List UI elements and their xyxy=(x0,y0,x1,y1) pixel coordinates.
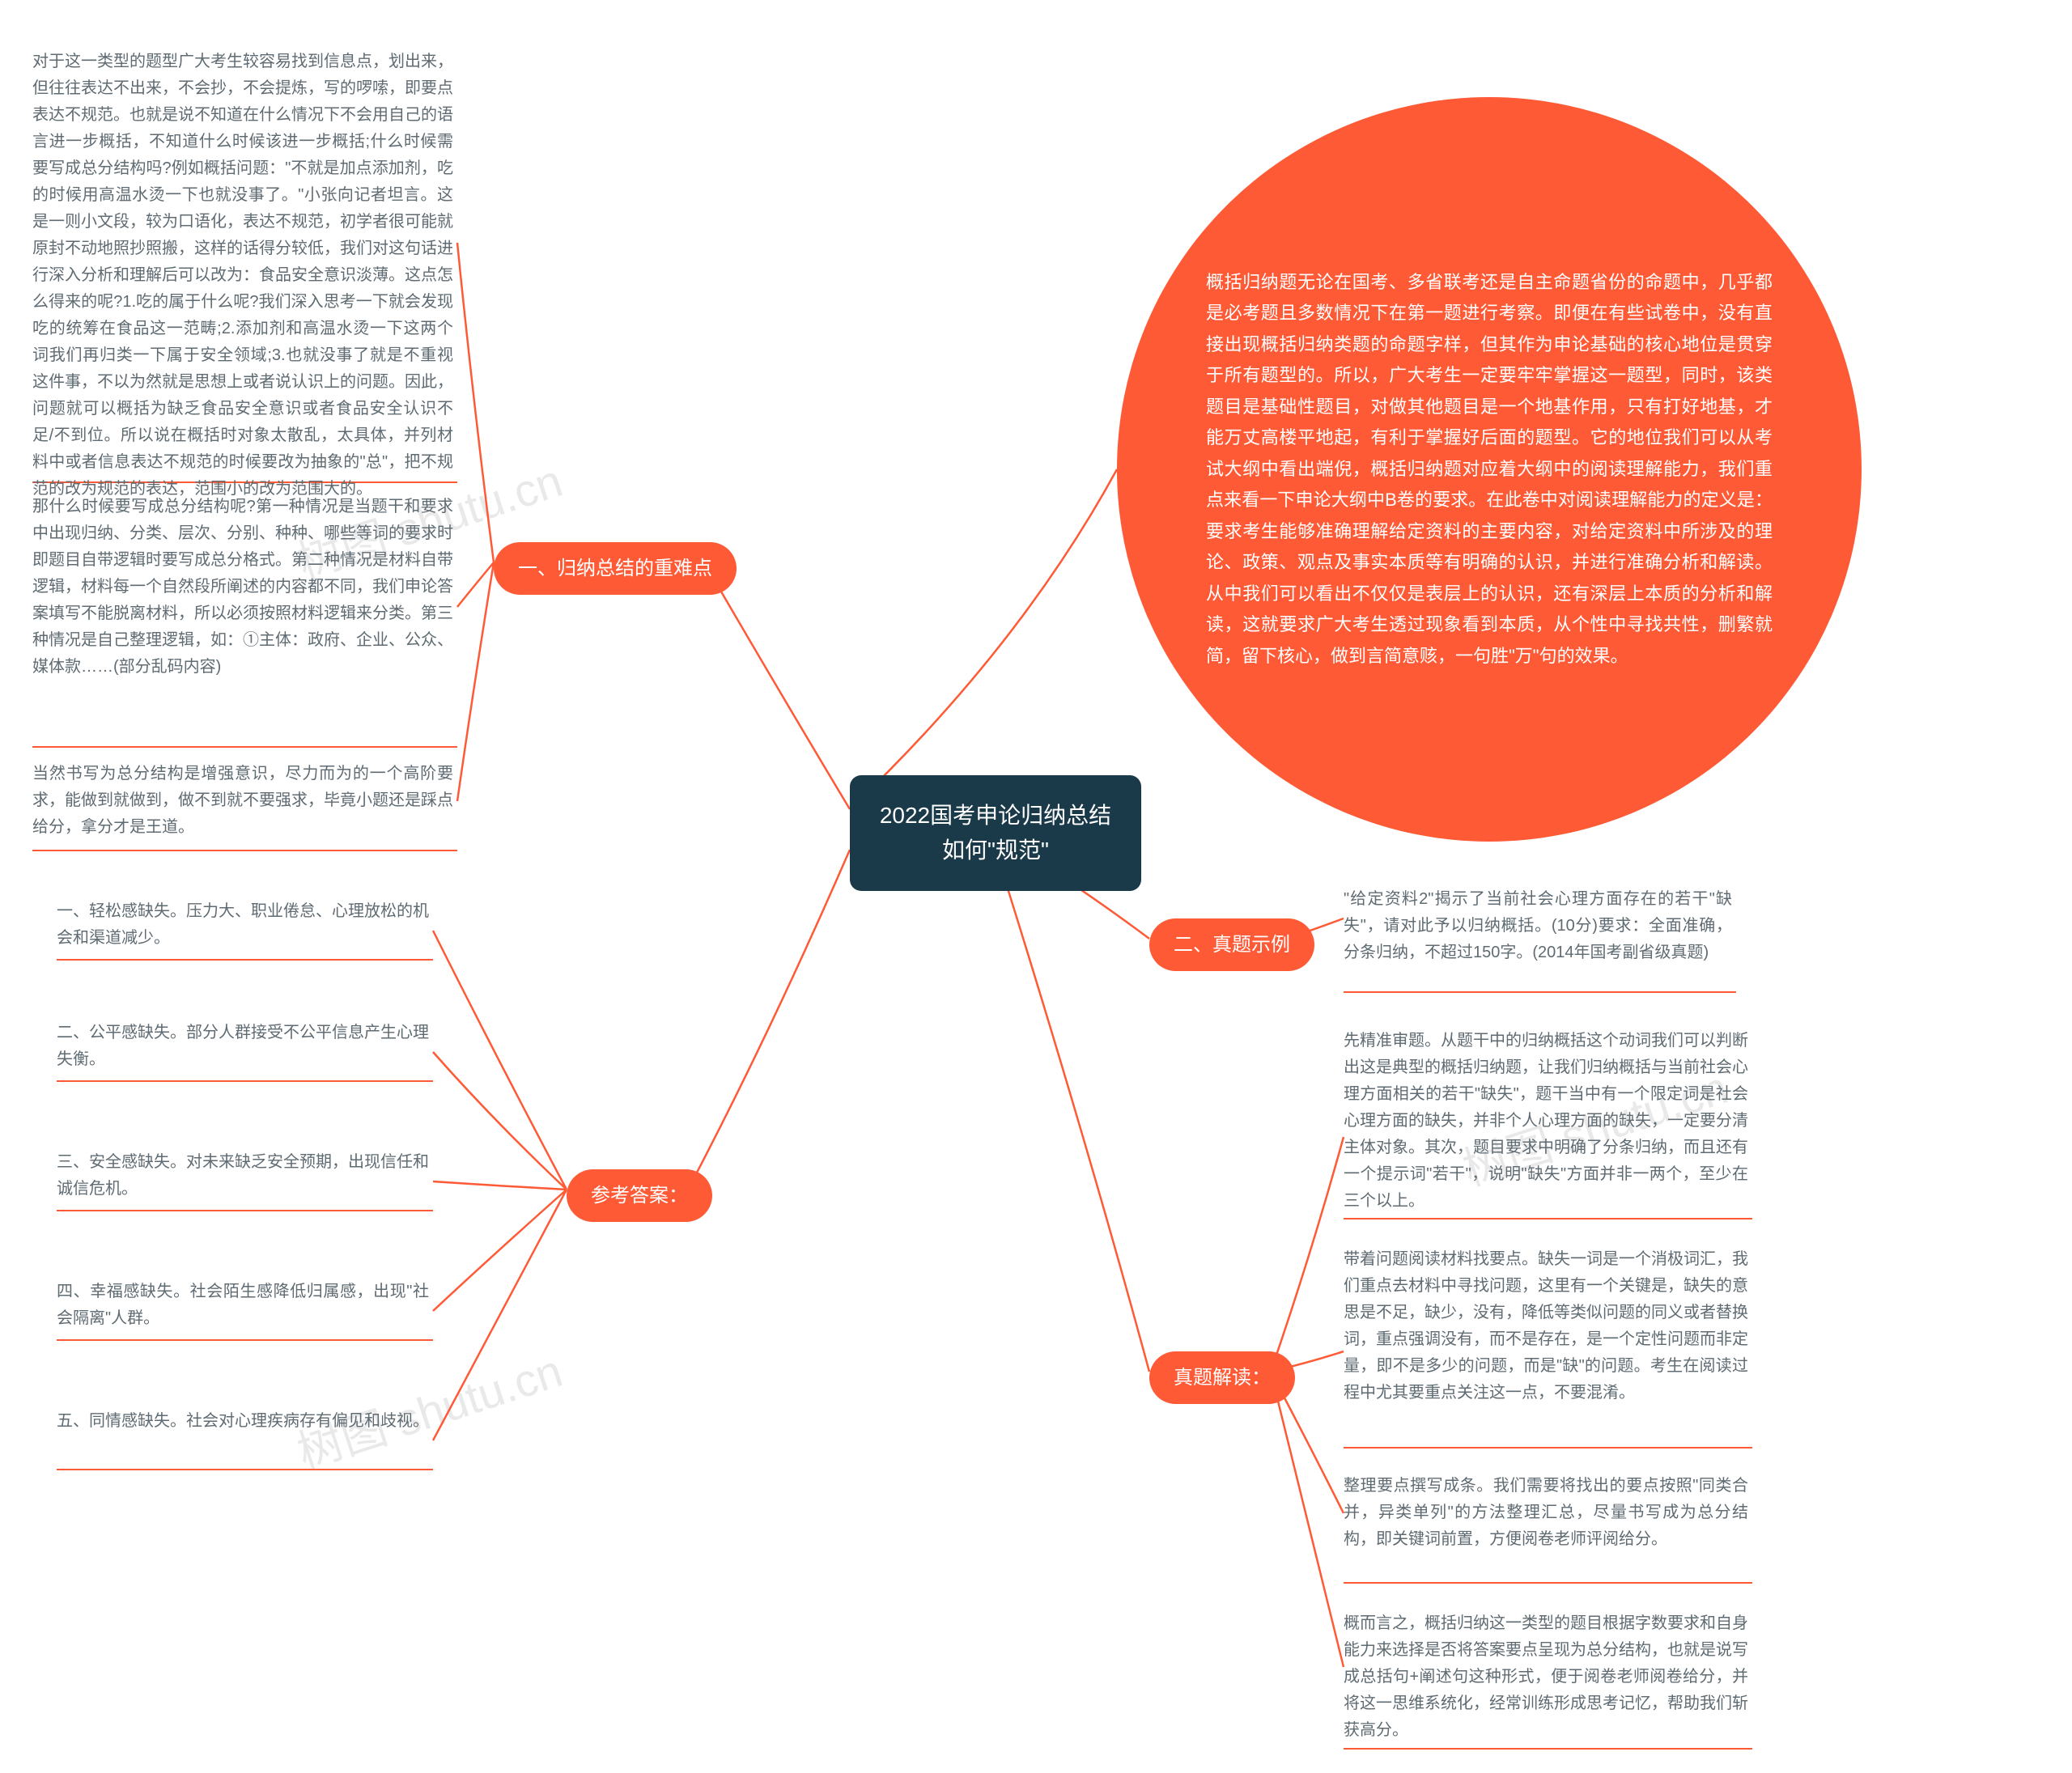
leaf-underline xyxy=(57,1339,433,1341)
center-node[interactable]: 2022国考申论归纳总结如何"规范" xyxy=(850,775,1141,891)
bigcircle-text: 概括归纳题无论在国考、多省联考还是自主命题省份的命题中，几乎都是必考题且多数情况… xyxy=(1206,267,1773,672)
branch-answers[interactable]: 参考答案： xyxy=(567,1169,712,1222)
leaf-diff-3: 当然书写为总分结构是增强意识，尽力而为的一个高阶要求，能做到就做到，做不到就不要… xyxy=(32,761,453,841)
branch-analysis[interactable]: 真题解读： xyxy=(1149,1351,1295,1404)
leaf-underline xyxy=(57,959,433,961)
branch-difficulties[interactable]: 一、归纳总结的重难点 xyxy=(494,542,737,595)
leaf-underline xyxy=(1344,1582,1752,1584)
leaf-diff-2: 那什么时候要写成总分结构呢?第一种情况是当题干和要求中出现归纳、分类、层次、分别… xyxy=(32,494,453,681)
leaf-ans-2: 二、公平感缺失。部分人群接受不公平信息产生心理失衡。 xyxy=(57,1020,429,1073)
leaf-underline xyxy=(1344,991,1736,993)
leaf-ans-4: 四、幸福感缺失。社会陌生感降低归属感，出现"社会隔离"人群。 xyxy=(57,1279,429,1332)
leaf-underline xyxy=(57,1080,433,1082)
leaf-diff-1: 对于这一类型的题型广大考生较容易找到信息点，划出来，但往往表达不出来，不会抄，不… xyxy=(32,49,453,503)
leaf-ans-1: 一、轻松感缺失。压力大、职业倦怠、心理放松的机会和渠道减少。 xyxy=(57,898,429,952)
leaf-analysis-1: 先精准审题。从题干中的归纳概括这个动词我们可以判断出这是典型的概括归纳题，让我们… xyxy=(1344,1028,1748,1215)
leaf-analysis-3: 整理要点撰写成条。我们需要将找出的要点按照"同类合并，异类单列"的方法整理汇总，… xyxy=(1344,1473,1748,1553)
leaf-underline xyxy=(32,746,457,748)
leaf-underline xyxy=(1344,1447,1752,1449)
leaf-ans-3: 三、安全感缺失。对未来缺乏安全预期，出现信任和诚信危机。 xyxy=(57,1149,429,1203)
leaf-example-text: "给定资料2"揭示了当前社会心理方面存在的若干"缺失"，请对此予以归纳概括。(1… xyxy=(1344,886,1732,966)
leaf-analysis-4: 概而言之，概括归纳这一类型的题目根据字数要求和自身能力来选择是否将答案要点呈现为… xyxy=(1344,1610,1748,1744)
leaf-underline xyxy=(32,850,457,851)
branch-examples[interactable]: 二、真题示例 xyxy=(1149,918,1314,971)
leaf-underline xyxy=(57,1469,433,1470)
right-bigcircle-node[interactable]: 概括归纳题无论在国考、多省联考还是自主命题省份的命题中，几乎都是必考题且多数情况… xyxy=(1117,97,1862,842)
leaf-analysis-2: 带着问题阅读材料找要点。缺失一词是一个消极词汇，我们重点去材料中寻找问题，这里有… xyxy=(1344,1246,1748,1406)
mindmap-canvas: 树图 shutu.cn 树图 shutu.cn 树图 shutu.cn 树图 s… xyxy=(0,0,2072,1773)
leaf-underline xyxy=(57,1210,433,1211)
leaf-underline xyxy=(1344,1748,1752,1750)
leaf-ans-5: 五、同情感缺失。社会对心理疾病存有偏见和歧视。 xyxy=(57,1408,429,1435)
leaf-underline xyxy=(1344,1218,1752,1219)
